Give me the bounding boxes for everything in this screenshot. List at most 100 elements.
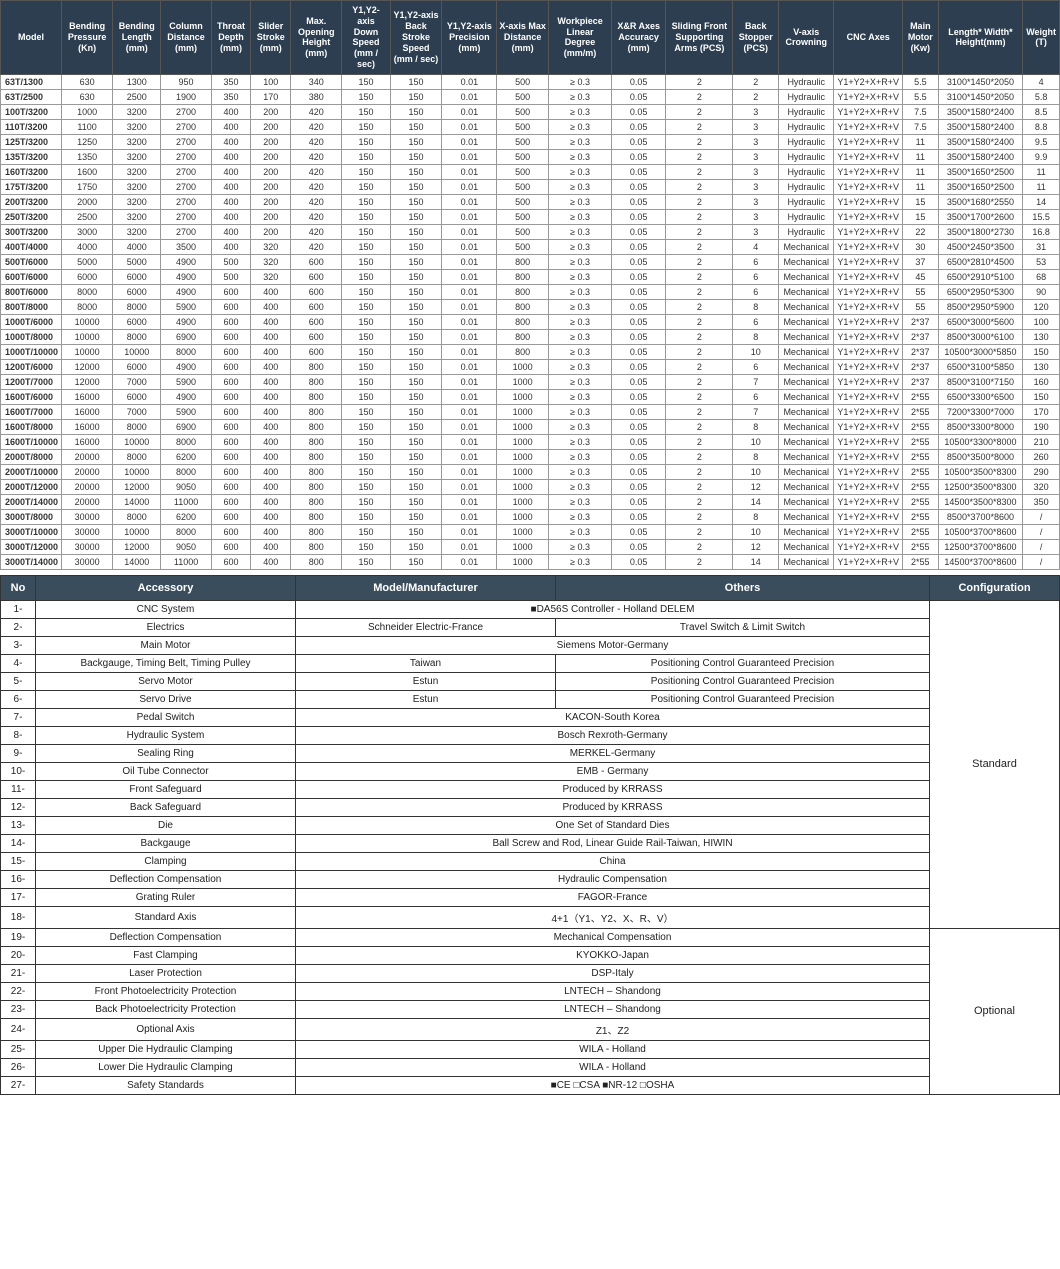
spec-cell: 8000 [113, 329, 161, 344]
acc-model-cell: FAGOR-France [296, 888, 930, 906]
spec-cell: 500 [497, 179, 549, 194]
spec-cell: 600 [211, 344, 251, 359]
spec-cell: 0.05 [611, 374, 665, 389]
spec-cell: 150 [342, 209, 390, 224]
spec-cell: 600 [211, 389, 251, 404]
spec-cell: 8500*3100*7150 [938, 374, 1023, 389]
spec-row: 1200T/700012000700059006004008001501500.… [1, 374, 1060, 389]
spec-cell: 10 [733, 464, 779, 479]
spec-cell: Y1+Y2+X+R+V [834, 254, 903, 269]
spec-cell: 200 [251, 224, 291, 239]
spec-cell: 500 [497, 149, 549, 164]
spec-cell: 1600T/6000 [1, 389, 62, 404]
spec-cell: 0.05 [611, 554, 665, 569]
spec-cell: 2*55 [902, 434, 938, 449]
acc-row: 11-Front SafeguardProduced by KRRASS [1, 780, 1060, 798]
spec-cell: 150 [390, 464, 442, 479]
spec-cell: 1200T/7000 [1, 374, 62, 389]
acc-model-cell: ■DA56S Controller - Holland DELEM [296, 600, 930, 618]
spec-cell: ≥ 0.3 [549, 239, 612, 254]
spec-cell: 800 [291, 539, 342, 554]
spec-cell: 200 [251, 149, 291, 164]
spec-cell: ≥ 0.3 [549, 74, 612, 89]
spec-cell: 150 [390, 404, 442, 419]
spec-cell: ≥ 0.3 [549, 224, 612, 239]
spec-cell: 0.01 [442, 119, 497, 134]
acc-row: 1-CNC System■DA56S Controller - Holland … [1, 600, 1060, 618]
spec-cell: 600 [211, 554, 251, 569]
spec-cell: Y1+Y2+X+R+V [834, 479, 903, 494]
spec-cell: Y1+Y2+X+R+V [834, 179, 903, 194]
spec-header-cell: Weight (T) [1023, 1, 1060, 75]
spec-row: 160T/32001600320027004002004201501500.01… [1, 164, 1060, 179]
spec-cell: 22 [902, 224, 938, 239]
acc-name-cell: Grating Ruler [36, 888, 296, 906]
spec-cell: 800 [291, 494, 342, 509]
spec-cell: Y1+Y2+X+R+V [834, 104, 903, 119]
spec-cell: 800 [291, 479, 342, 494]
spec-cell: 63T/1300 [1, 74, 62, 89]
spec-cell: 14 [1023, 194, 1060, 209]
spec-cell: 6200 [161, 449, 211, 464]
spec-row: 175T/32001750320027004002004201501500.01… [1, 179, 1060, 194]
spec-cell: 10 [733, 344, 779, 359]
acc-name-cell: Optional Axis [36, 1018, 296, 1040]
spec-cell: 2 [666, 164, 733, 179]
spec-cell: 0.01 [442, 419, 497, 434]
spec-cell: 200 [251, 164, 291, 179]
spec-cell: 400 [211, 119, 251, 134]
spec-cell: Y1+Y2+X+R+V [834, 554, 903, 569]
spec-cell: 1000 [497, 359, 549, 374]
spec-cell: 0.01 [442, 164, 497, 179]
spec-cell: 0.01 [442, 524, 497, 539]
spec-cell: 800 [291, 374, 342, 389]
spec-row: 3000T/1200030000120009050600400800150150… [1, 539, 1060, 554]
spec-cell: Y1+Y2+X+R+V [834, 299, 903, 314]
acc-row: 10-Oil Tube ConnectorEMB - Germany [1, 762, 1060, 780]
spec-cell: 150 [390, 509, 442, 524]
spec-cell: 8000 [161, 344, 211, 359]
spec-row: 110T/32001100320027004002004201501500.01… [1, 119, 1060, 134]
spec-cell: 0.01 [442, 329, 497, 344]
spec-cell: 500T/6000 [1, 254, 62, 269]
spec-cell: 150 [390, 494, 442, 509]
acc-row: 3-Main MotorSiemens Motor-Germany [1, 636, 1060, 654]
spec-cell: 400 [211, 179, 251, 194]
spec-cell: 150 [390, 269, 442, 284]
spec-cell: 30000 [62, 524, 113, 539]
spec-cell: 150 [390, 119, 442, 134]
spec-header-cell: Bending Pressure (Kn) [62, 1, 113, 75]
spec-cell: 2 [666, 419, 733, 434]
spec-cell: 8500*3700*8600 [938, 509, 1023, 524]
spec-cell: 150 [342, 389, 390, 404]
spec-cell: 3200 [113, 164, 161, 179]
spec-cell: 8500*3300*8000 [938, 419, 1023, 434]
spec-cell: 0.05 [611, 449, 665, 464]
acc-no-cell: 9- [1, 744, 36, 762]
spec-cell: Mechanical [779, 269, 834, 284]
spec-cell: 0.01 [442, 284, 497, 299]
spec-cell: 600 [211, 374, 251, 389]
spec-cell: 5900 [161, 404, 211, 419]
spec-cell: 150 [342, 314, 390, 329]
spec-cell: 9.9 [1023, 149, 1060, 164]
spec-cell: 3 [733, 209, 779, 224]
acc-no-cell: 11- [1, 780, 36, 798]
acc-others-cell: Positioning Control Guaranteed Precision [556, 672, 930, 690]
spec-cell: 800 [497, 329, 549, 344]
spec-cell: 2 [666, 89, 733, 104]
spec-cell: 5900 [161, 374, 211, 389]
spec-cell: 0.01 [442, 134, 497, 149]
spec-cell: 2 [666, 254, 733, 269]
spec-cell: 3 [733, 134, 779, 149]
spec-cell: 4000 [62, 239, 113, 254]
spec-cell: 170 [251, 89, 291, 104]
spec-cell: 5000 [62, 254, 113, 269]
spec-row: 2000T/1000020000100008000600400800150150… [1, 464, 1060, 479]
spec-cell: 150 [342, 119, 390, 134]
spec-cell: 150 [342, 434, 390, 449]
spec-cell: 7 [733, 374, 779, 389]
spec-cell: 0.05 [611, 419, 665, 434]
acc-row: 9-Sealing RingMERKEL-Germany [1, 744, 1060, 762]
acc-model-cell: China [296, 852, 930, 870]
